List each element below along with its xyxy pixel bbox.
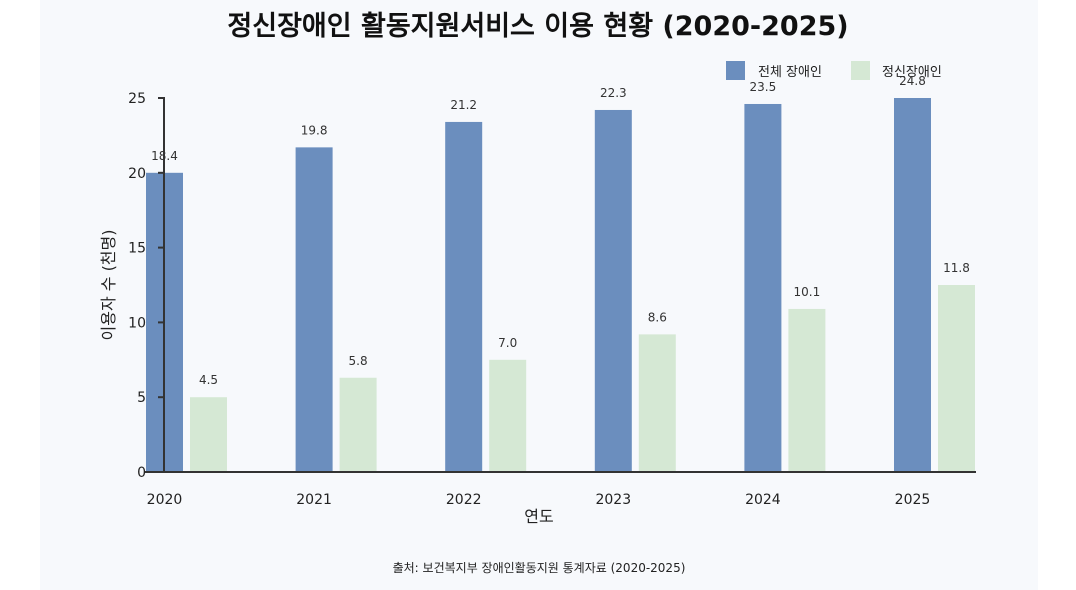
x-axis-title: 연도 <box>524 507 553 526</box>
bar-total-2022 <box>445 121 483 472</box>
y-tick-label-10: 10 <box>128 315 146 331</box>
x-tick-label-2024: 2024 <box>745 492 781 508</box>
data-label-mental-2021: 5.8 <box>349 354 368 368</box>
data-label-total-2023: 22.3 <box>600 86 627 100</box>
bar-mental-2025 <box>938 285 975 472</box>
legend-label-total: 전체 장애인 <box>758 65 822 80</box>
legend: 전체 장애인 정신장애인 <box>726 61 942 80</box>
bar-mental-2023 <box>638 334 676 472</box>
y-tick-label-5: 5 <box>137 390 146 406</box>
data-label-total-2025: 24.8 <box>899 74 926 88</box>
data-label-mental-2022: 7.0 <box>498 336 517 350</box>
y-axis-title: 이용자 수 (천명) <box>99 230 118 341</box>
y-tick-label-0: 0 <box>137 465 146 481</box>
data-label-total-2022: 21.2 <box>450 98 477 112</box>
x-tick-label-2023: 2023 <box>595 492 631 508</box>
legend-swatch-mental <box>851 61 870 80</box>
bar-mental-2020 <box>190 397 227 472</box>
data-label-mental-2025: 11.8 <box>943 261 970 275</box>
y-tick-label-25: 25 <box>128 91 146 107</box>
data-label-total-2021: 19.8 <box>301 123 328 137</box>
source-note: 출처: 보건복지부 장애인활동지원 통계자료 (2020-2025) <box>393 561 686 575</box>
data-label-total-2024: 23.5 <box>750 80 777 94</box>
x-tick-label-2025: 2025 <box>895 492 931 508</box>
bar-mental-2022 <box>489 359 527 472</box>
bar-total-2025 <box>894 98 931 472</box>
y-tick-label-15: 15 <box>128 241 146 257</box>
bar-mental-2024 <box>788 308 826 472</box>
data-label-mental-2023: 8.6 <box>648 310 667 324</box>
legend-swatch-total <box>726 61 745 80</box>
bar-mental-2021 <box>339 377 377 472</box>
bar-total-2024 <box>744 103 782 472</box>
y-tick-label-20: 20 <box>128 166 146 182</box>
chart-title: 정신장애인 활동지원서비스 이용 현황 (2020-2025) <box>227 11 848 42</box>
legend-label-mental: 정신장애인 <box>882 65 942 80</box>
bar-total-2023 <box>594 109 632 472</box>
chart-panel <box>40 0 1038 590</box>
data-label-mental-2024: 10.1 <box>794 285 821 299</box>
x-tick-label-2021: 2021 <box>296 492 332 508</box>
data-label-mental-2020: 4.5 <box>199 373 218 387</box>
x-tick-label-2022: 2022 <box>446 492 482 508</box>
bar-total-2021 <box>295 147 333 473</box>
x-tick-label-2020: 2020 <box>147 492 183 508</box>
